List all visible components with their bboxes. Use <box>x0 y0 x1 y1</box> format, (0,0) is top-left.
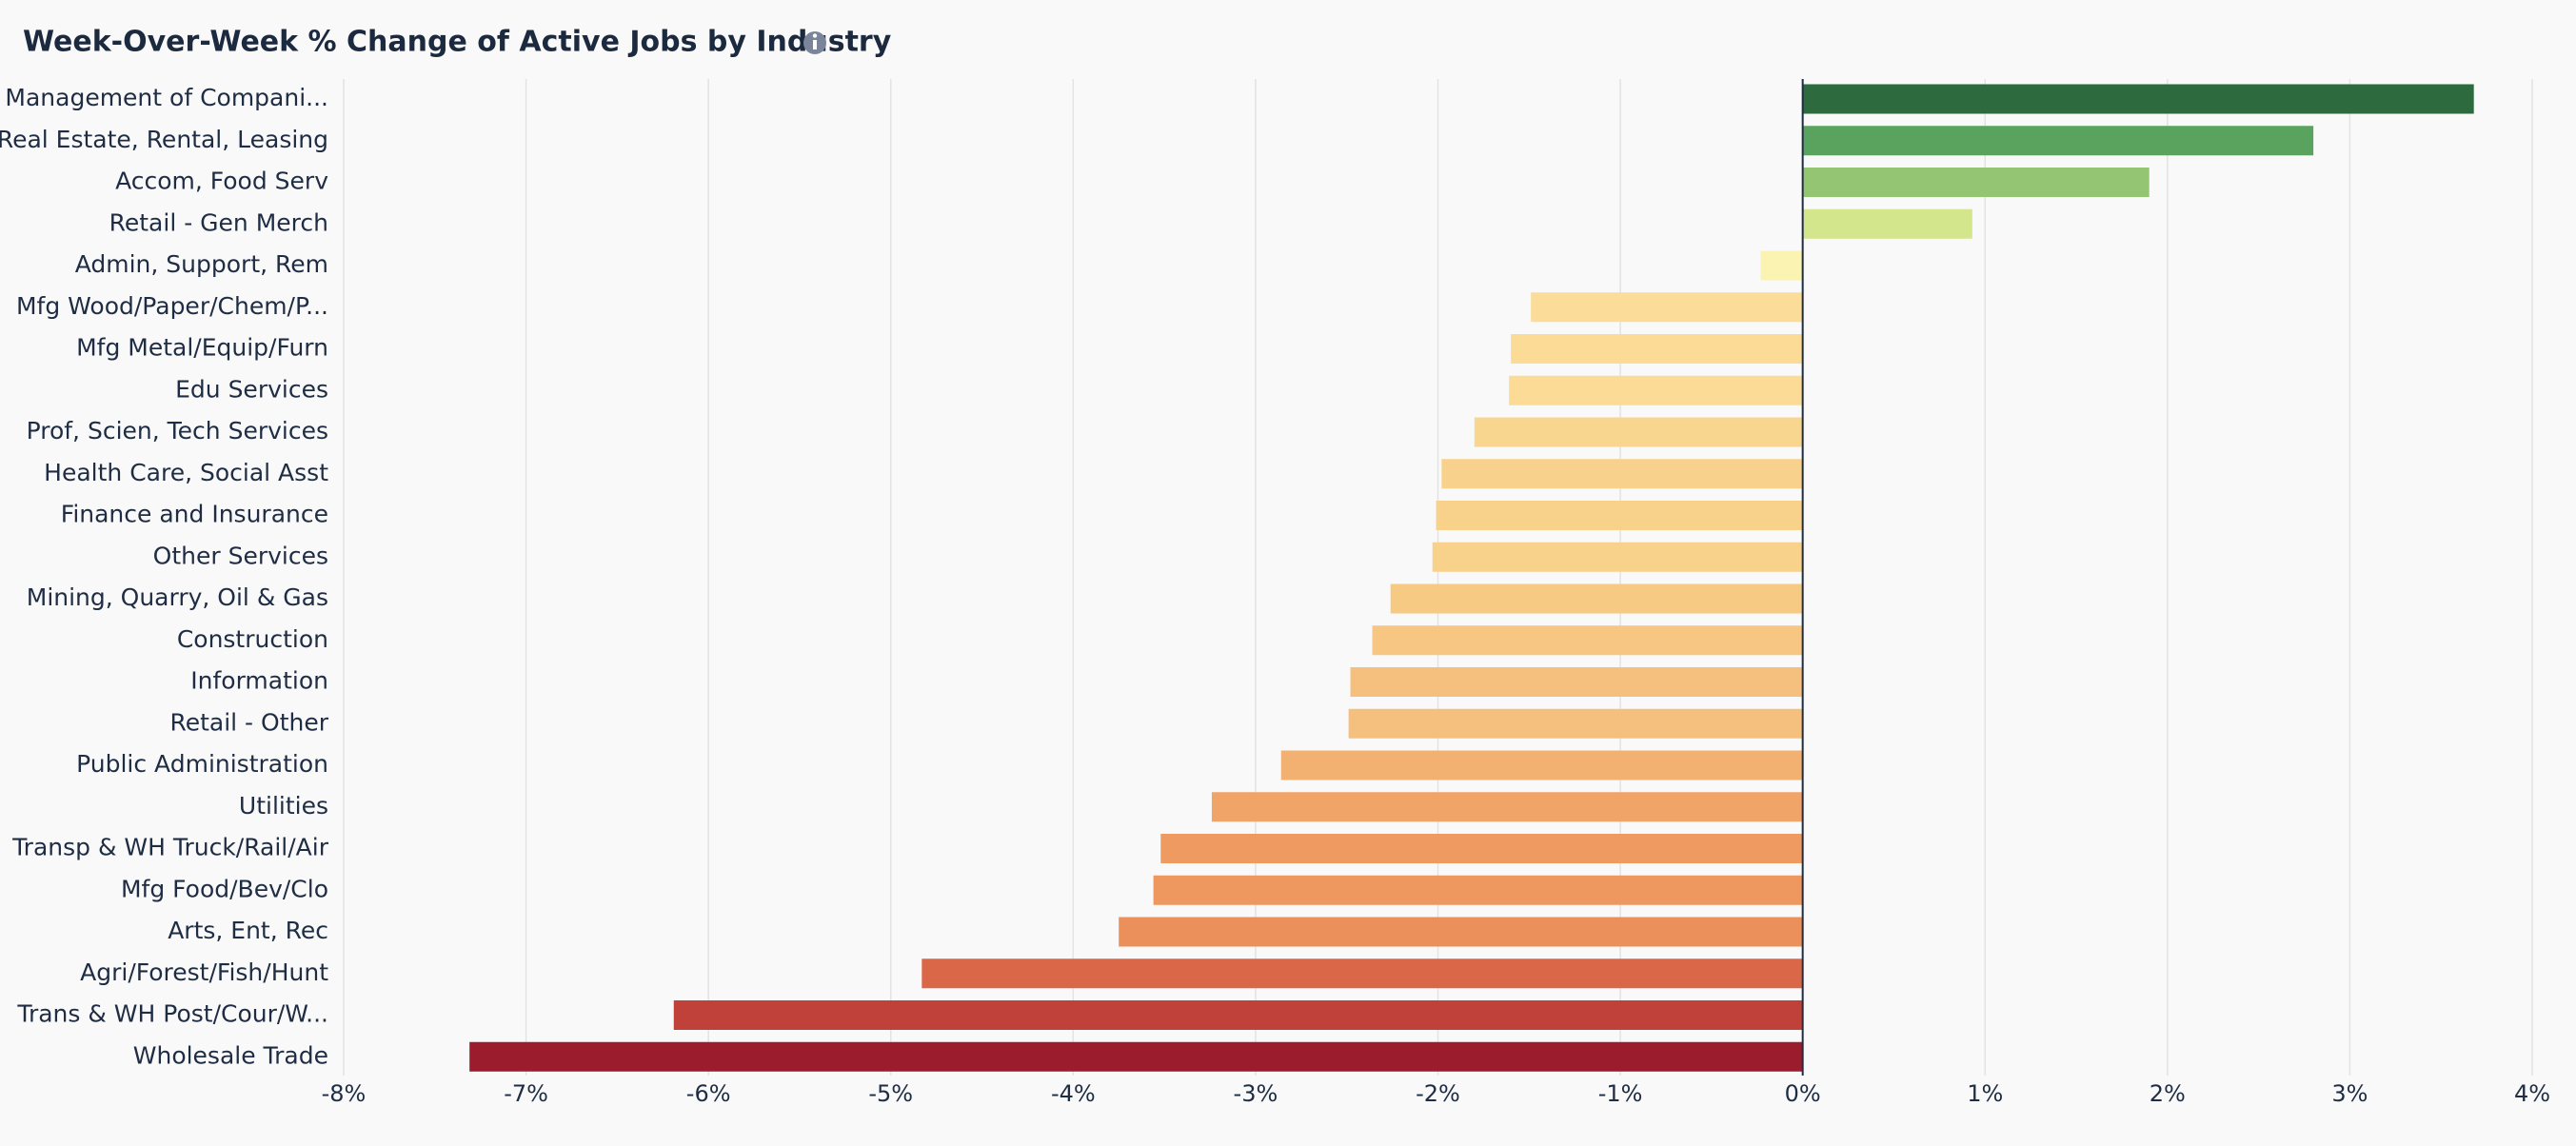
bar <box>1432 542 1803 572</box>
x-tick-label: -8% <box>322 1080 367 1107</box>
x-tick-label: 2% <box>2150 1080 2186 1107</box>
x-tick-label: 4% <box>2514 1080 2550 1107</box>
bar <box>673 1000 1803 1030</box>
bar <box>1160 834 1803 863</box>
bar <box>1348 708 1803 739</box>
y-tick-label: Edu Services <box>175 375 328 403</box>
y-tick-label: Arts, Ent, Rec <box>168 917 328 944</box>
x-tick-label: -5% <box>868 1080 913 1107</box>
bar <box>1802 84 2474 114</box>
y-tick-label: Mfg Wood/Paper/Chem/P... <box>16 292 328 320</box>
bar <box>1390 583 1803 614</box>
y-tick-label: Agri/Forest/Fish/Hunt <box>80 958 328 986</box>
bar <box>1509 375 1803 405</box>
bar <box>1760 250 1803 281</box>
x-tick-label: -1% <box>1598 1080 1643 1107</box>
bar <box>469 1041 1803 1072</box>
bar <box>1119 917 1803 947</box>
y-tick-label: Mfg Food/Bev/Clo <box>121 875 328 902</box>
bar <box>1280 750 1803 780</box>
x-tick-label: 3% <box>2331 1080 2368 1107</box>
y-tick-label: Accom, Food Serv <box>115 168 328 195</box>
y-tick-label: Utilities <box>239 792 328 820</box>
y-tick-label: Mining, Quarry, Oil & Gas <box>27 583 328 611</box>
bar <box>1511 334 1803 364</box>
bar <box>921 958 1803 989</box>
bar <box>1474 417 1803 447</box>
y-tick-label: Management of Compani... <box>5 84 328 111</box>
y-tick-label: Mfg Metal/Equip/Furn <box>76 334 328 362</box>
bar <box>1531 292 1803 323</box>
y-tick-label: Real Estate, Rental, Leasing <box>0 126 328 153</box>
y-tick-label: Retail - Other <box>169 708 328 736</box>
bar <box>1802 126 2314 156</box>
y-tick-label: Information <box>190 667 328 695</box>
x-tick-label: -7% <box>504 1080 548 1107</box>
y-tick-label: Prof, Scien, Tech Services <box>27 417 328 445</box>
x-tick-label: -4% <box>1051 1080 1096 1107</box>
x-tick-label: 1% <box>1967 1080 2003 1107</box>
y-tick-label: Transp & WH Truck/Rail/Air <box>11 834 329 861</box>
y-tick-label: Trans & WH Post/Cour/W... <box>16 1000 328 1028</box>
bar <box>1802 168 2150 197</box>
bar <box>1441 459 1803 489</box>
y-tick-label: Public Administration <box>76 750 328 778</box>
x-tick-label: -6% <box>686 1080 731 1107</box>
bar <box>1372 625 1803 656</box>
bar <box>1153 875 1803 905</box>
y-tick-label: Admin, Support, Rem <box>75 250 328 278</box>
y-tick-label: Finance and Insurance <box>61 501 328 528</box>
bar <box>1436 501 1803 530</box>
y-tick-label: Retail - Gen Merch <box>109 208 328 236</box>
y-tick-label: Other Services <box>153 542 328 569</box>
x-tick-label: -2% <box>1416 1080 1460 1107</box>
bar <box>1802 208 1972 239</box>
y-tick-label: Health Care, Social Asst <box>44 459 328 486</box>
info-icon <box>803 31 826 54</box>
y-tick-label: Wholesale Trade <box>133 1041 328 1069</box>
bar <box>1350 667 1803 697</box>
y-tick-label: Construction <box>177 625 328 653</box>
chart-title: Week-Over-Week % Change of Active Jobs b… <box>23 26 892 59</box>
bar <box>1211 792 1803 822</box>
x-tick-label: 0% <box>1785 1080 1821 1107</box>
x-tick-label: -3% <box>1234 1080 1278 1107</box>
